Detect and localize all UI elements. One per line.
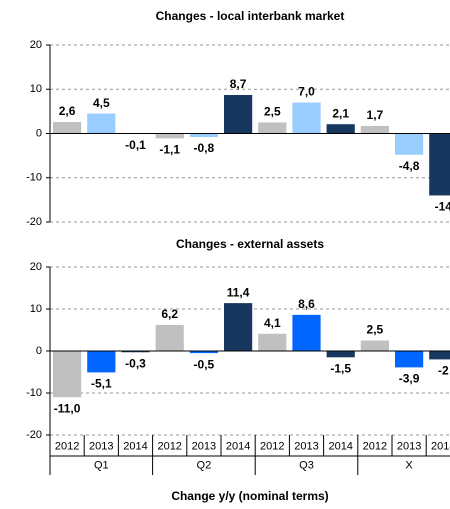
group-label: Q3 xyxy=(299,459,314,471)
x-tick-label: 2014 xyxy=(226,440,250,452)
data-label: -0,3 xyxy=(125,356,146,370)
data-label: 2,5 xyxy=(264,105,281,119)
data-label: -1,5 xyxy=(330,361,351,375)
bar xyxy=(155,133,184,139)
data-label: -4,8 xyxy=(399,159,420,173)
data-label: -1,1 xyxy=(159,143,180,157)
data-label: 8,7 xyxy=(230,77,247,91)
x-tick-label: 2012 xyxy=(260,440,284,452)
bar xyxy=(360,340,389,351)
data-label: -0,1 xyxy=(125,138,146,152)
bar xyxy=(395,133,424,155)
data-label: 11,4 xyxy=(227,285,250,299)
bar xyxy=(155,324,184,351)
x-tick-label: 2013 xyxy=(397,440,421,452)
bar xyxy=(429,351,450,360)
bar xyxy=(395,351,424,368)
y-tick-label: -10 xyxy=(26,387,42,399)
x-tick-label: 2014 xyxy=(431,440,450,452)
bar xyxy=(429,133,450,196)
bar xyxy=(87,351,116,373)
data-label: 2,1 xyxy=(332,106,349,120)
y-tick-label: -10 xyxy=(26,172,42,184)
x-tick-label: 2013 xyxy=(89,440,113,452)
x-axis-label: Change y/y (nominal terms) xyxy=(171,489,328,503)
x-tick-label: 2013 xyxy=(294,440,318,452)
data-label: -5,1 xyxy=(91,377,112,391)
y-tick-label: 10 xyxy=(30,83,42,95)
x-tick-label: 2014 xyxy=(123,440,147,452)
bar xyxy=(53,121,82,134)
bar xyxy=(224,303,253,351)
data-label: 7,0 xyxy=(298,85,315,99)
x-tick-label: 2014 xyxy=(328,440,352,452)
bar xyxy=(121,351,150,353)
data-label: 2,5 xyxy=(367,323,384,337)
bar xyxy=(326,124,355,134)
bar xyxy=(258,122,287,134)
group-label: Q2 xyxy=(197,459,212,471)
chart-title: Changes - external assets xyxy=(176,237,324,251)
data-label: -11,0 xyxy=(54,401,81,415)
group-label: Q1 xyxy=(94,459,109,471)
bar xyxy=(326,351,355,358)
data-label: 2,6 xyxy=(59,104,76,118)
y-tick-label: 20 xyxy=(30,261,42,273)
chart-title: Changes - local interbank market xyxy=(156,9,345,23)
bar xyxy=(292,314,321,351)
bar xyxy=(189,351,218,354)
y-tick-label: -20 xyxy=(26,429,42,441)
bar xyxy=(224,95,253,134)
data-label: -2 xyxy=(438,364,449,378)
data-label: 8,6 xyxy=(298,297,315,311)
data-label: -0,5 xyxy=(194,357,215,371)
bar xyxy=(258,333,287,351)
group-label: X xyxy=(405,459,413,471)
bar xyxy=(292,102,321,134)
data-label: 6,2 xyxy=(161,307,178,321)
y-tick-label: 10 xyxy=(30,303,42,315)
x-tick-label: 2012 xyxy=(363,440,387,452)
y-tick-label: 20 xyxy=(30,39,42,51)
bar xyxy=(87,113,116,134)
y-tick-label: 0 xyxy=(36,345,42,357)
data-label: 1,7 xyxy=(367,108,384,122)
data-label: -3,9 xyxy=(399,372,420,386)
y-tick-label: 0 xyxy=(36,127,42,139)
data-label: 4,1 xyxy=(264,316,281,330)
data-label: -0,8 xyxy=(194,141,215,155)
x-tick-label: 2013 xyxy=(192,440,216,452)
x-tick-label: 2012 xyxy=(55,440,79,452)
x-tick-label: 2012 xyxy=(157,440,181,452)
data-label: -14 xyxy=(435,200,450,214)
bar xyxy=(53,351,82,398)
bar xyxy=(189,133,218,138)
bar xyxy=(360,125,389,134)
data-label: 4,5 xyxy=(93,96,110,110)
y-tick-label: -20 xyxy=(26,216,42,228)
